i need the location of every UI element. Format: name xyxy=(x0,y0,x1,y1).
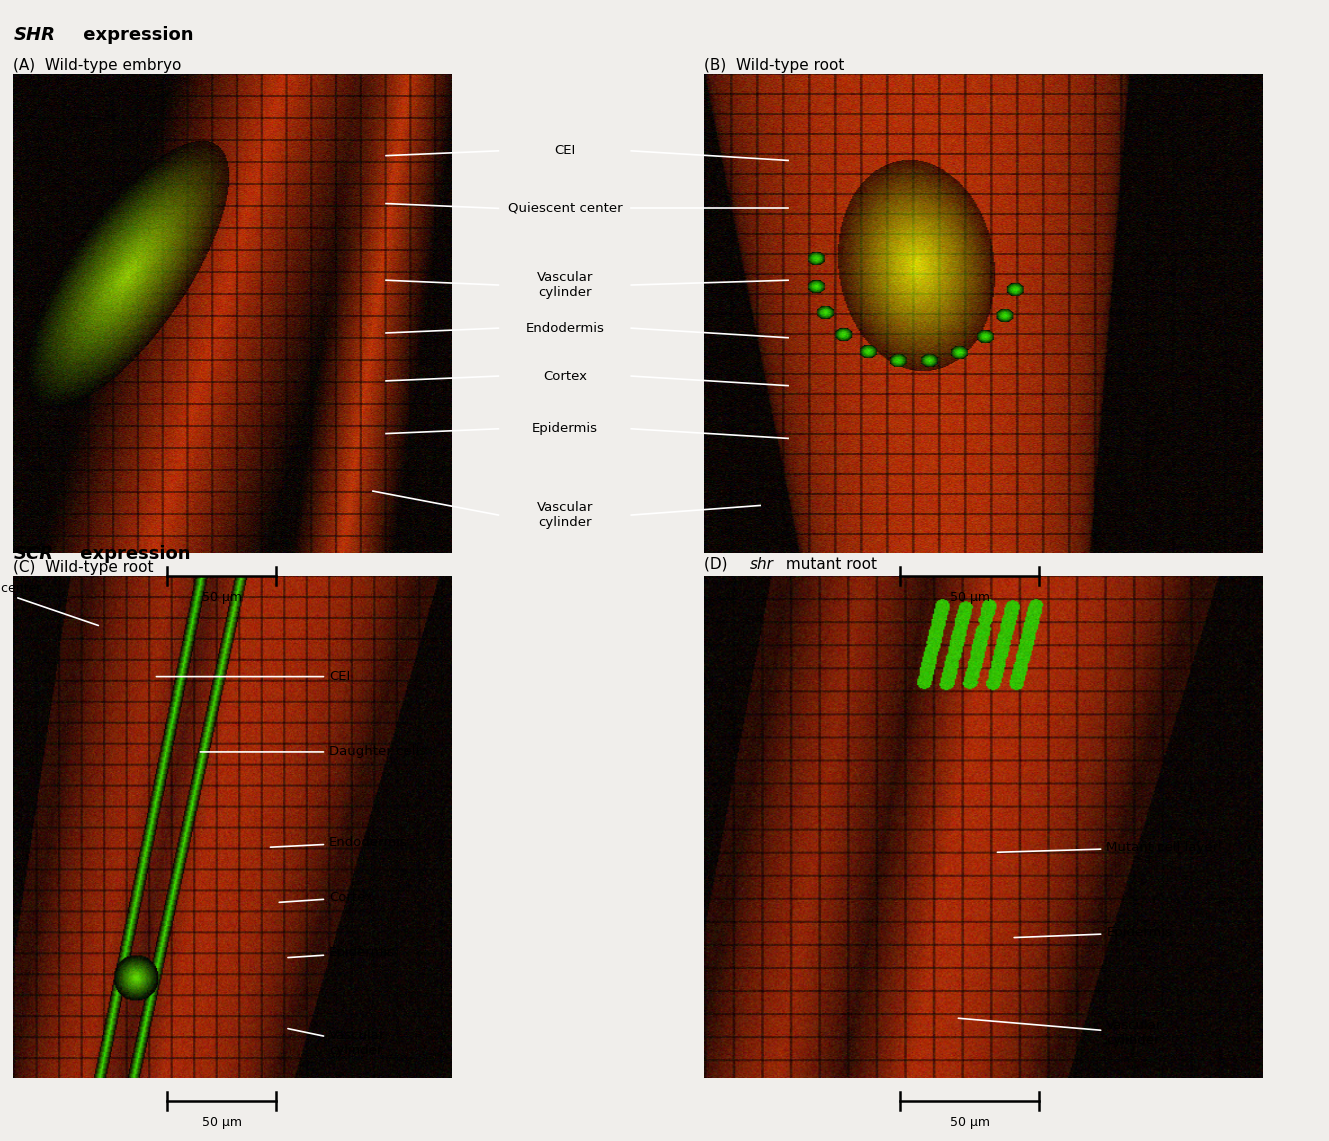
Text: Vascular
cylinder: Vascular cylinder xyxy=(537,272,593,299)
Text: expression: expression xyxy=(74,545,191,564)
Text: SHR: SHR xyxy=(13,26,56,44)
Text: (B)  Wild-type root: (B) Wild-type root xyxy=(704,58,845,73)
Text: Epidermis: Epidermis xyxy=(532,422,598,435)
Text: mutant root: mutant root xyxy=(781,557,877,572)
Text: expression: expression xyxy=(77,26,194,44)
Text: 50 μm: 50 μm xyxy=(949,591,990,604)
Text: Epidermis: Epidermis xyxy=(1014,926,1172,939)
Text: Cortex: Cortex xyxy=(279,891,373,904)
Text: (A)  Wild-type embryo: (A) Wild-type embryo xyxy=(13,58,182,73)
Text: Vascular
cylinder: Vascular cylinder xyxy=(537,501,593,529)
Text: Daughter cells: Daughter cells xyxy=(201,745,427,759)
Text: 50 μm: 50 μm xyxy=(202,1116,242,1128)
Text: Vascular
cylinder: Vascular cylinder xyxy=(958,1018,1163,1047)
Text: CEI: CEI xyxy=(157,670,351,683)
Text: Endodermis: Endodermis xyxy=(270,836,408,849)
Text: Epidermis: Epidermis xyxy=(288,946,395,960)
Text: SCR: SCR xyxy=(13,545,53,564)
Text: shr: shr xyxy=(750,557,773,572)
Text: Vascular
cylinder: Vascular cylinder xyxy=(288,1028,385,1057)
Text: 50 μm: 50 μm xyxy=(202,591,242,604)
Text: Cortex: Cortex xyxy=(542,370,587,382)
Text: 50 μm: 50 μm xyxy=(949,1116,990,1128)
Text: Quiescent center: Quiescent center xyxy=(0,581,98,625)
Text: (D): (D) xyxy=(704,557,738,572)
Text: Mutant cell layer: Mutant cell layer xyxy=(997,841,1219,853)
Text: Quiescent center: Quiescent center xyxy=(508,202,622,215)
Text: Endodermis: Endodermis xyxy=(525,322,605,334)
Text: (C)  Wild-type root: (C) Wild-type root xyxy=(13,560,154,575)
Text: CEI: CEI xyxy=(554,145,575,157)
